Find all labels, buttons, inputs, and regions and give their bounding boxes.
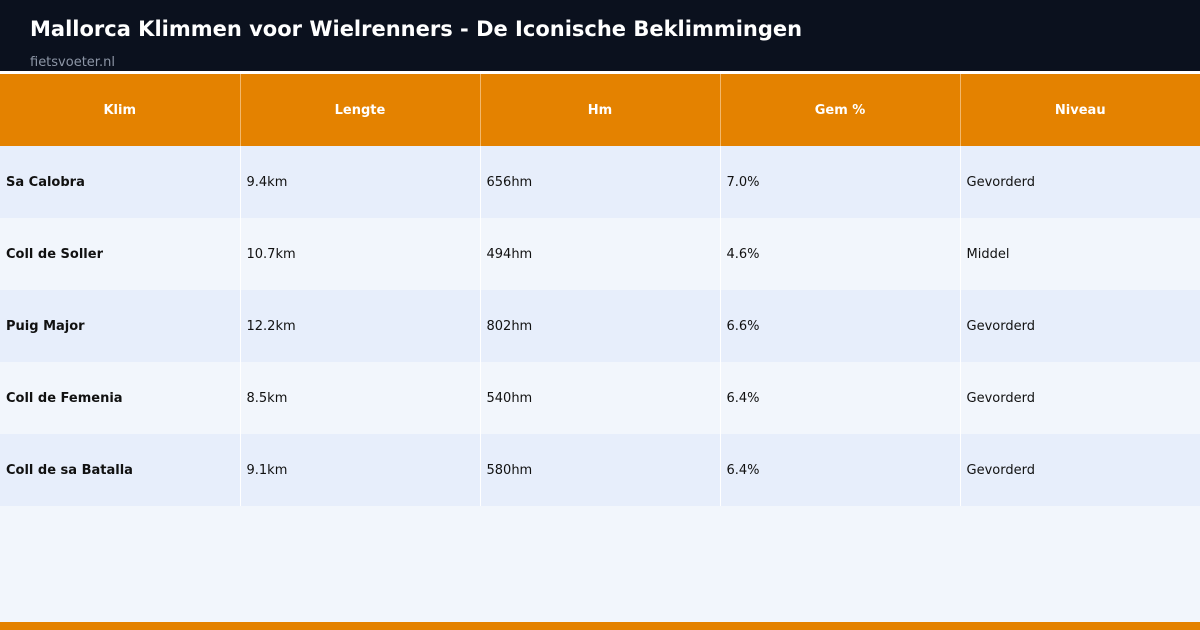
cell-gem: 6.6%: [719, 290, 960, 362]
table-row: Coll de Femenia 8.5km 540hm 6.4% Gevorderd: [0, 362, 1200, 434]
footer-accent-bar: [0, 622, 1200, 630]
cell-lengte: 8.5km: [239, 362, 480, 434]
table-row: Puig Major 12.2km 802hm 6.6% Gevorderd: [0, 290, 1200, 362]
cell-hm: 580hm: [479, 434, 720, 506]
cell-klim: Coll de sa Batalla: [0, 434, 240, 506]
column-header-klim: Klim: [0, 74, 240, 146]
cell-klim: Coll de Femenia: [0, 362, 240, 434]
cell-hm: 656hm: [479, 146, 720, 218]
table-row: Coll de Soller 10.7km 494hm 4.6% Middel: [0, 218, 1200, 290]
cell-niveau: Gevorderd: [959, 290, 1200, 362]
header-row: Klim Lengte Hm Gem % Niveau: [0, 74, 1200, 146]
cell-gem: 7.0%: [719, 146, 960, 218]
table-row: Sa Calobra 9.4km 656hm 7.0% Gevorderd: [0, 146, 1200, 218]
cell-klim: Coll de Soller: [0, 218, 240, 290]
column-header-lengte: Lengte: [239, 74, 480, 146]
cell-gem: 6.4%: [719, 434, 960, 506]
cell-niveau: Gevorderd: [959, 362, 1200, 434]
source-label: fietsvoeter.nl: [30, 55, 115, 70]
cell-gem: 4.6%: [719, 218, 960, 290]
climbs-table: Klim Lengte Hm Gem % Niveau Sa Calobra 9.…: [0, 74, 1200, 506]
cell-niveau: Gevorderd: [959, 146, 1200, 218]
cell-lengte: 9.1km: [239, 434, 480, 506]
table-header: Klim Lengte Hm Gem % Niveau: [0, 74, 1200, 146]
header-divider: [0, 71, 1200, 74]
cell-niveau: Gevorderd: [959, 434, 1200, 506]
cell-lengte: 10.7km: [239, 218, 480, 290]
cell-niveau: Middel: [959, 218, 1200, 290]
cell-lengte: 9.4km: [239, 146, 480, 218]
cell-lengte: 12.2km: [239, 290, 480, 362]
page-title: Mallorca Klimmen voor Wielrenners - De I…: [30, 17, 803, 41]
cell-hm: 802hm: [479, 290, 720, 362]
table-body: Sa Calobra 9.4km 656hm 7.0% Gevorderd Coll de…: [0, 146, 1200, 506]
cell-gem: 6.4%: [719, 362, 960, 434]
header-bar: Mallorca Klimmen voor Wielrenners - De I…: [0, 0, 1200, 71]
column-header-hm: Hm: [479, 74, 720, 146]
table-row: Coll de sa Batalla 9.1km 580hm 6.4% Gevorder…: [0, 434, 1200, 506]
column-header-gem: Gem %: [719, 74, 960, 146]
cell-hm: 540hm: [479, 362, 720, 434]
cell-hm: 494hm: [479, 218, 720, 290]
cell-klim: Puig Major: [0, 290, 240, 362]
column-header-niveau: Niveau: [959, 74, 1200, 146]
cell-klim: Sa Calobra: [0, 146, 240, 218]
